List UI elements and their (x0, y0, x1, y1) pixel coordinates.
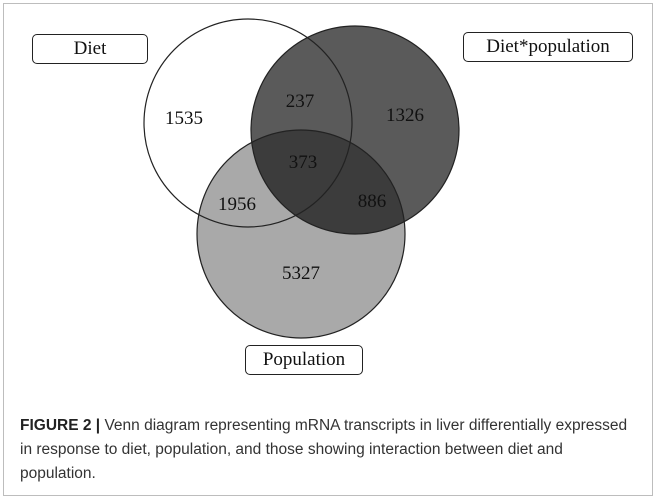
count-interaction-population: 886 (358, 191, 387, 212)
figure-label: FIGURE 2 | (20, 417, 101, 434)
label-diet: Diet (32, 34, 148, 64)
count-diet-only: 1535 (165, 108, 203, 129)
venn-diagram: 1535 237 1326 373 1956 886 5327 (143, 18, 460, 339)
count-all-three: 373 (289, 152, 318, 173)
label-interaction: Diet*population (463, 32, 633, 62)
count-diet-population: 1956 (218, 194, 256, 215)
population-circle-outline (196, 129, 406, 339)
interaction-circle-outline (250, 25, 460, 235)
count-interaction-only: 1326 (386, 105, 424, 126)
diet-population-region (197, 130, 352, 227)
count-diet-interaction: 237 (286, 91, 315, 112)
figure-frame (3, 3, 653, 496)
count-population-only: 5327 (282, 263, 320, 284)
figure-caption-text: Venn diagram representing mRNA transcrip… (20, 417, 628, 482)
interaction-population-region (251, 130, 405, 234)
figure-caption: FIGURE 2 | Venn diagram representing mRN… (20, 414, 640, 486)
diet-circle-outline (143, 18, 353, 228)
label-population: Population (245, 345, 363, 375)
